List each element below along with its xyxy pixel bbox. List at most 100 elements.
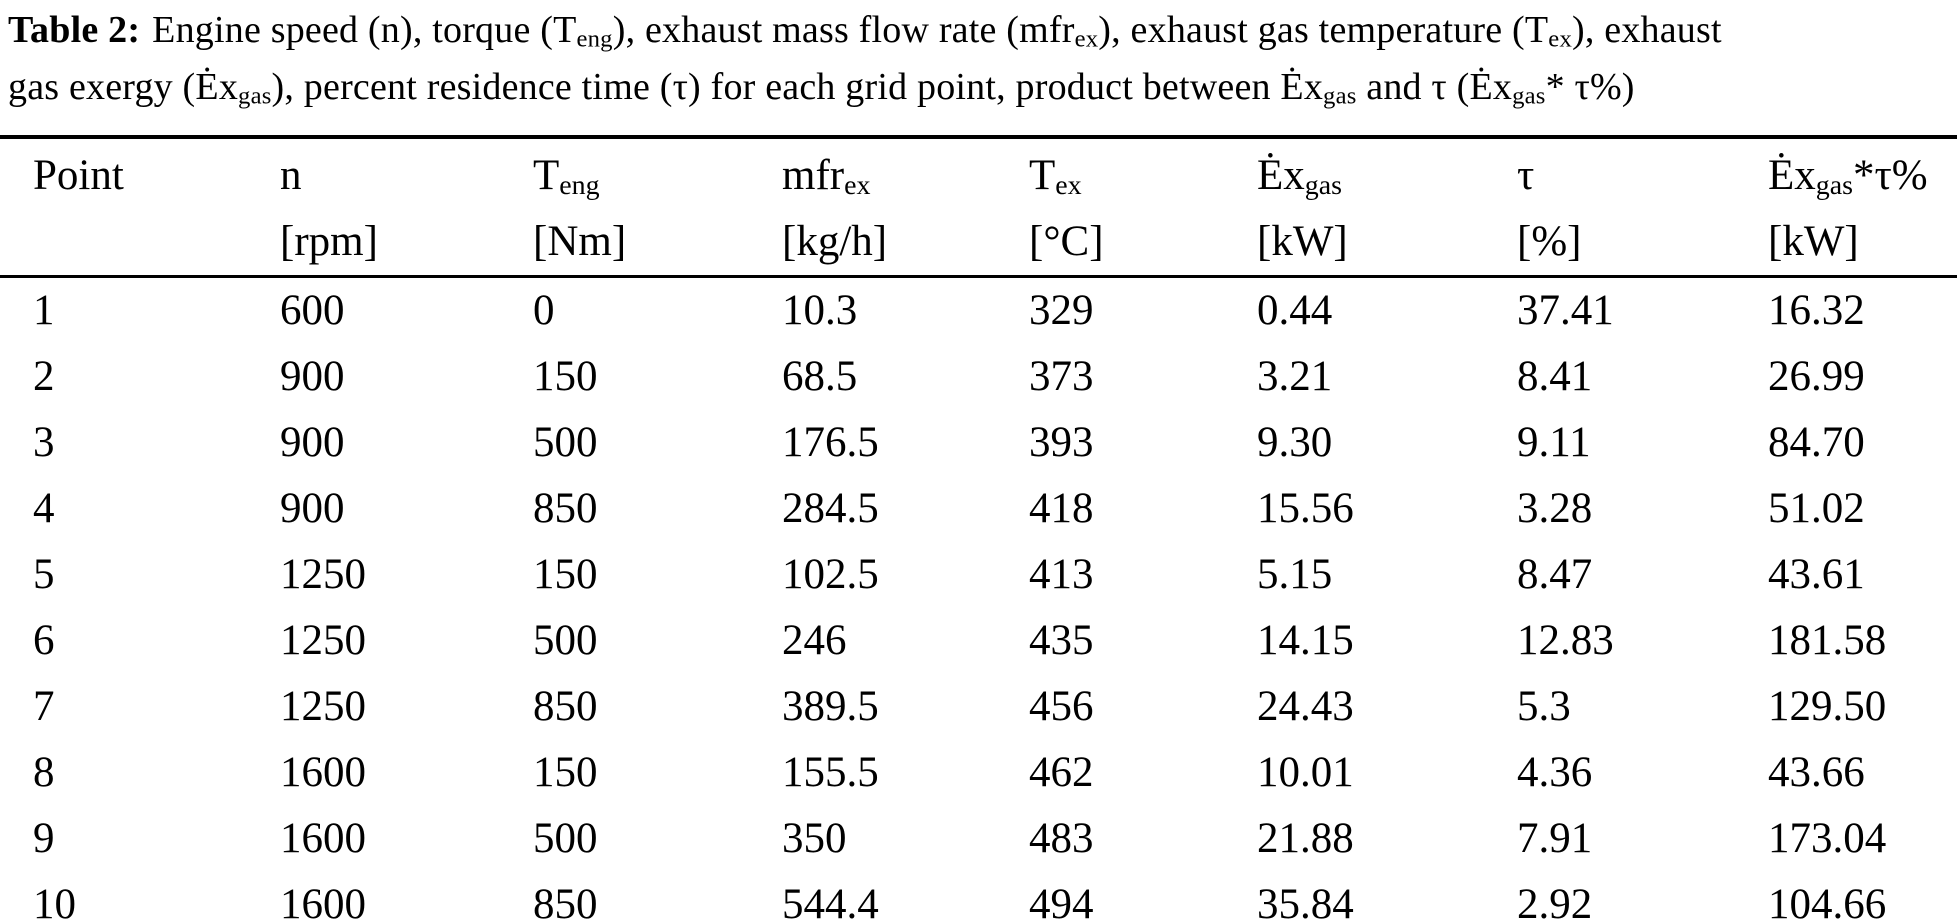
column-header: n [280, 145, 533, 217]
table-cell: 284.5 [782, 484, 879, 532]
table-cell: 102.5 [782, 550, 879, 598]
table-cell: 2.92 [1517, 880, 1593, 923]
text-run: mfr [782, 151, 845, 199]
table-cell: 5 [33, 550, 55, 598]
table-cell: 246 [782, 616, 847, 664]
table-row: 2 900 150 68.5 373 3.21 8.41 26.99 [0, 344, 1957, 410]
table-body: 1 600 0 10.3 329 0.44 37.41 16.32 2 900 150 68.5 373… [0, 278, 1957, 923]
column-header: τ [1517, 145, 1768, 217]
table-cell: 8 [33, 748, 55, 796]
table-cell: 900 [280, 418, 345, 466]
table-cell: 9.30 [1257, 418, 1333, 466]
text-run: ), percent residence time (τ) for each g… [271, 66, 1324, 109]
table-caption: Table 2: Engine speed (n), torque (Teng),… [0, 0, 1957, 121]
column-header: Point [33, 145, 280, 217]
table-cell: 2 [33, 352, 55, 400]
table-cell: 1 [33, 286, 55, 334]
table-cell: 850 [533, 484, 598, 532]
table-cell: 155.5 [782, 748, 879, 796]
table-row: 1 600 0 10.3 329 0.44 37.41 16.32 [0, 278, 1957, 344]
table-cell: 413 [1029, 550, 1094, 598]
table-cell: 500 [533, 814, 598, 862]
subscript-text: eng [576, 25, 613, 53]
table-cell: 3 [33, 418, 55, 466]
column-header: mfrex [782, 145, 1029, 217]
text-run: τ [1517, 151, 1535, 199]
subscript-text: gas [238, 82, 272, 110]
table-cell: 500 [533, 418, 598, 466]
column-unit: [kW] [1257, 217, 1348, 265]
table-cell: 500 [533, 616, 598, 664]
table-cell: 181.58 [1768, 616, 1887, 664]
table-cell: 9 [33, 814, 55, 862]
table-cell: 600 [280, 286, 345, 334]
table-cell: 26.99 [1768, 352, 1865, 400]
column-unit [33, 217, 280, 267]
table-cell: 389.5 [782, 682, 879, 730]
text-run: Engine speed (n), torque (T [152, 9, 577, 51]
table-cell: 176.5 [782, 418, 879, 466]
table-cell: 1600 [280, 814, 366, 862]
text-run: T [533, 151, 560, 199]
table-cell: 5.3 [1517, 682, 1571, 730]
header-name-row: Point n Teng mfrex Tex Ėxgas τ Ėxgas*τ% [0, 145, 1957, 217]
text-run: n [280, 151, 302, 199]
table-cell: 84.70 [1768, 418, 1865, 466]
table-cell: 68.5 [782, 352, 858, 400]
table-cell: 418 [1029, 484, 1094, 532]
table-row: 5 1250 150 102.5 413 5.15 8.47 43.61 [0, 542, 1957, 608]
table-cell: 7 [33, 682, 55, 730]
text-run: T [1029, 151, 1056, 199]
table-cell: 1600 [280, 880, 366, 923]
table-cell: 10.3 [782, 286, 858, 334]
table-cell: 329 [1029, 286, 1094, 334]
text-run: and τ (Ėx [1356, 66, 1513, 109]
subscript-text: ex [844, 169, 871, 201]
table-cell: 3.28 [1517, 484, 1593, 532]
table-cell: 15.56 [1257, 484, 1354, 532]
text-run: ), exhaust gas temperature (T [1098, 9, 1549, 51]
column-unit: [rpm] [280, 217, 378, 265]
column-header: Tex [1029, 145, 1257, 217]
table-cell: 24.43 [1257, 682, 1354, 730]
table-cell: 350 [782, 814, 847, 862]
table-cell: 150 [533, 748, 598, 796]
table-cell: 8.47 [1517, 550, 1593, 598]
table-cell: 37.41 [1517, 286, 1614, 334]
text-run: gas exergy (Ėx [8, 66, 239, 109]
header-unit-row: [rpm] [Nm] [kg/h] [°C] [kW] [%] [kW] [0, 217, 1957, 267]
table-cell: 12.83 [1517, 616, 1614, 664]
table-row: 10 1600 850 544.4 494 35.84 2.92 104.66 [0, 872, 1957, 923]
table-cell: 129.50 [1768, 682, 1887, 730]
table-header: Point n Teng mfrex Tex Ėxgas τ Ėxgas*τ% [rpm] [N… [0, 139, 1957, 278]
table-row: 6 1250 500 246 435 14.15 12.83 181.58 [0, 608, 1957, 674]
column-unit: [°C] [1029, 217, 1104, 265]
text-run: Ėx [1768, 151, 1816, 199]
column-header: Ėxgas*τ% [1768, 145, 1957, 217]
table-row: 3 900 500 176.5 393 9.30 9.11 84.70 [0, 410, 1957, 476]
table-cell: 900 [280, 352, 345, 400]
table-cell: 8.41 [1517, 352, 1593, 400]
column-header: Teng [533, 145, 782, 217]
table-cell: 850 [533, 682, 598, 730]
table-cell: 373 [1029, 352, 1094, 400]
caption-line-1: Table 2: Engine speed (n), torque (Teng),… [8, 6, 1957, 63]
table-cell: 35.84 [1257, 880, 1354, 923]
table-cell: 393 [1029, 418, 1094, 466]
table-cell: 1250 [280, 616, 366, 664]
subscript-text: eng [559, 169, 600, 201]
column-unit: [%] [1517, 217, 1582, 265]
table-cell: 6 [33, 616, 55, 664]
subscript-text: gas [1304, 169, 1343, 201]
table-cell: 9.11 [1517, 418, 1591, 466]
table-cell: 10 [33, 880, 76, 923]
table-row: 4 900 850 284.5 418 15.56 3.28 51.02 [0, 476, 1957, 542]
table-cell: 0 [533, 286, 555, 334]
table-cell: 1600 [280, 748, 366, 796]
text-run: * τ%) [1545, 66, 1635, 109]
table-cell: 5.15 [1257, 550, 1333, 598]
table-row: 9 1600 500 350 483 21.88 7.91 173.04 [0, 806, 1957, 872]
table-cell: 150 [533, 352, 598, 400]
table-cell: 10.01 [1257, 748, 1354, 796]
